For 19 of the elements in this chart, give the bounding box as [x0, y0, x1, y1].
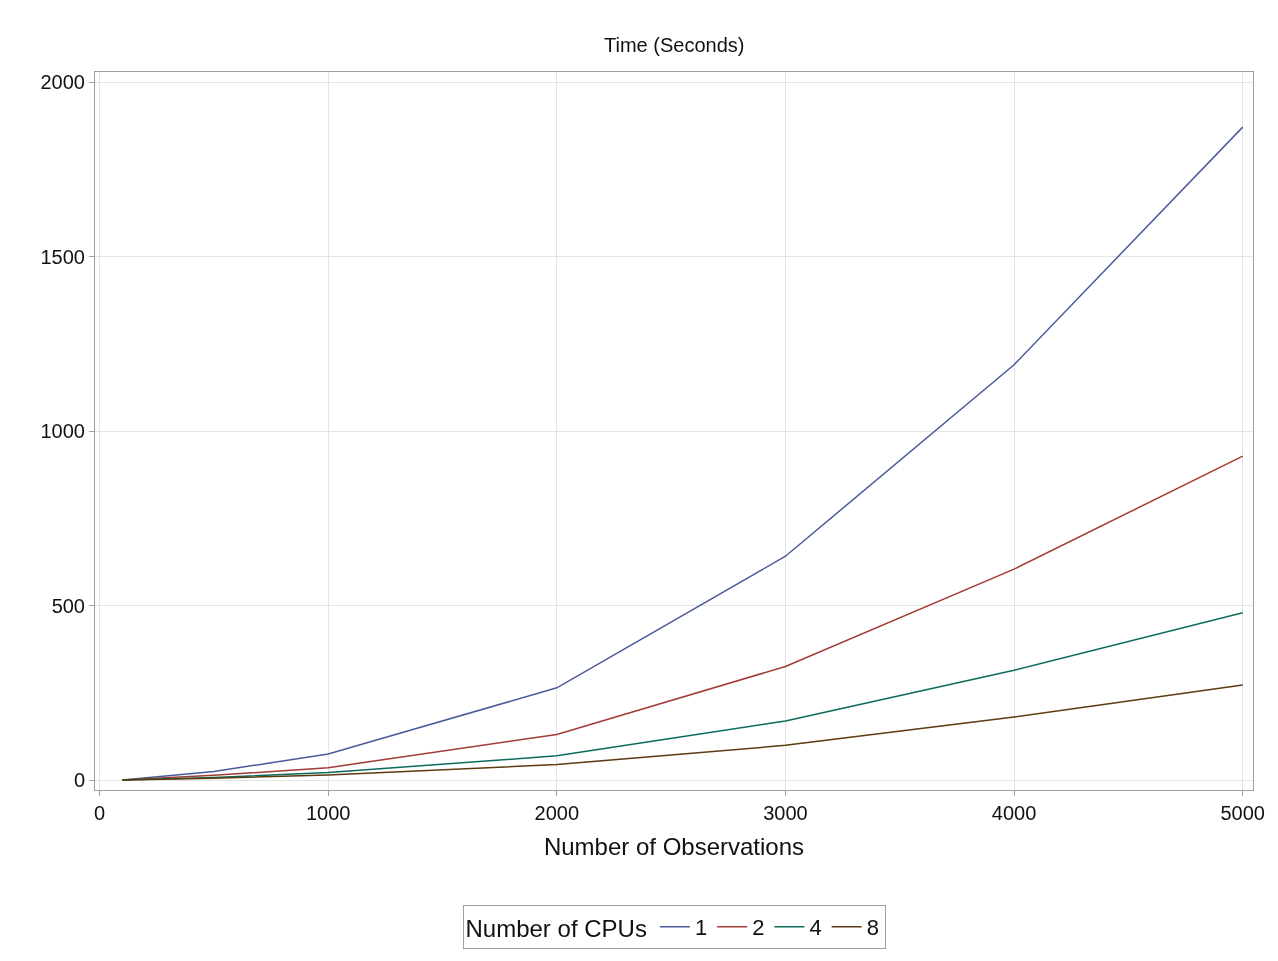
- y-tick-label: 1000: [40, 420, 85, 443]
- legend-title: Number of CPUs: [465, 915, 647, 943]
- x-tick-label: 4000: [991, 802, 1037, 824]
- legend-label: 8: [866, 915, 879, 941]
- legend-label: 2: [752, 915, 765, 941]
- legend-label: 4: [809, 915, 822, 941]
- x-axis-title: Number of Observations: [543, 833, 805, 861]
- y-tick-label: 2000: [40, 71, 85, 94]
- legend-label: 1: [694, 915, 708, 941]
- x-tick-label: 3000: [763, 802, 808, 824]
- y-tick-label: 500: [51, 594, 85, 617]
- y-axis-title: Time (Seconds): [604, 34, 745, 56]
- x-tick-label: 0: [94, 802, 106, 824]
- x-tick-label: 2000: [534, 802, 580, 824]
- x-tick-label: 1000: [305, 802, 351, 824]
- y-tick-label: 0: [73, 769, 85, 792]
- y-tick-label: 1500: [40, 245, 85, 268]
- line-series: [121, 684, 1244, 781]
- x-tick-label: 5000: [1220, 802, 1265, 824]
